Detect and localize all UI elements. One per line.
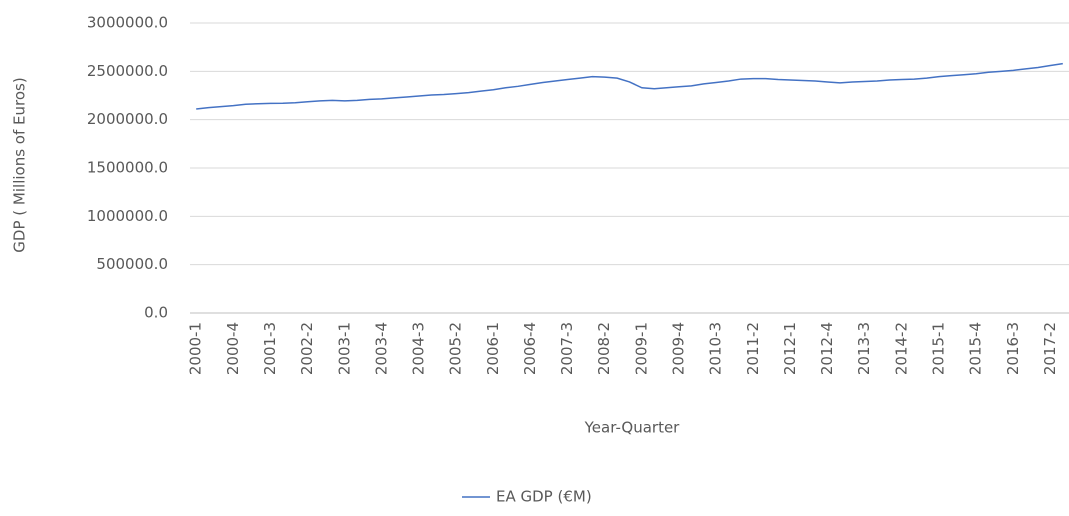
x-tick-label: 2015-1 [930,322,948,375]
y-tick-label: 3000000.0 [87,14,168,32]
x-tick-label: 2012-4 [818,322,836,375]
x-tick-label: 2001-3 [261,322,279,375]
x-tick-label: 2017-2 [1041,322,1059,375]
x-tick-label: 2000-4 [224,322,242,375]
x-tick-label: 2007-3 [558,322,576,375]
x-tick-label: 2009-4 [670,322,688,375]
x-tick-label: 2008-2 [595,322,613,375]
x-tick-label: 2009-1 [632,322,650,375]
x-tick-label: 2002-2 [298,322,316,375]
x-tick-label: 2013-3 [855,322,873,375]
x-tick-label: 2014-2 [892,322,910,375]
y-tick-label: 2000000.0 [87,110,168,128]
y-tick-label: 1000000.0 [87,207,168,225]
x-tick-label: 2006-4 [521,322,539,375]
x-tick-label: 2004-3 [410,322,428,375]
x-tick-label: 2003-4 [372,322,390,375]
x-tick-label: 2003-1 [335,322,353,375]
x-tick-label: 2000-1 [187,322,205,375]
y-tick-label: 500000.0 [96,255,168,273]
x-tick-label: 2011-2 [744,322,762,375]
y-tick-label: 0.0 [144,304,168,322]
x-tick-label: 2016-3 [1004,322,1022,375]
line-series [196,62,1063,110]
legend-label: EA GDP (€M) [496,488,592,506]
y-axis-title: GDP ( Millions of Euros) [11,77,29,252]
x-tick-label: 2010-3 [707,322,725,375]
x-tick-label: 2015-4 [967,322,985,375]
x-tick-label: 2012-1 [781,322,799,375]
x-axis-title: Year-Quarter [584,419,681,437]
x-tick-label: 2005-2 [447,322,465,375]
y-tick-label: 2500000.0 [87,62,168,80]
y-tick-label: 1500000.0 [87,159,168,177]
x-tick-label: 2006-1 [484,322,502,375]
